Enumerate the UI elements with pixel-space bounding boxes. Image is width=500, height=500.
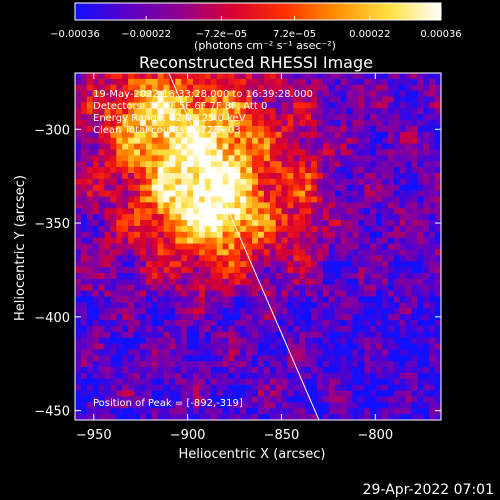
peak-position-label: Position of Peak = [-892,-319] [93, 398, 243, 409]
plot-area: 19-May-2022 16:33:28.000 to 16:39:28.000… [75, 73, 441, 420]
y-axis-label: Heliocentric Y (arcsec) [13, 175, 28, 321]
x-axis-label: Heliocentric X (arcsec) [179, 447, 326, 462]
chart-title: Reconstructed RHESSI Image [139, 53, 373, 72]
colorbar-tick-label: −0.00036 [50, 29, 100, 40]
colorbar-tick-label: 0.00036 [420, 29, 461, 40]
y-tick-label: −450 [34, 405, 70, 420]
colorbar: −0.00036 −0.00022 −7.2e−05 7.2e−05 0.00022 0.… [50, 2, 462, 40]
x-tick-label: −950 [76, 428, 112, 443]
footer-date: 29-Apr-2022 07:01 [362, 482, 494, 498]
annotation-line: Energy Range: 12.0 - 25.0 keV [93, 113, 246, 124]
colorbar-tick-label: −0.00022 [121, 29, 171, 40]
colorbar-units: (photons cm⁻² s⁻¹ asec⁻²) [194, 39, 336, 52]
annotation-line: Detectors: 3F 4F 5F 6F 7F 8F, Att 0 [93, 101, 267, 112]
heatmap-image [75, 73, 441, 420]
annotation-line: 19-May-2022 16:33:28.000 to 16:39:28.000 [93, 89, 313, 100]
colorbar-bar [74, 2, 442, 21]
colorbar-tick-label: 0.00022 [349, 29, 390, 40]
y-tick-label: −350 [34, 217, 70, 232]
colorbar-tick-label: 7.2e−05 [273, 29, 316, 40]
colorbar-tick-label: −7.2e−05 [196, 29, 248, 40]
limb-line [168, 73, 320, 420]
axes: −950 −900 −850 −800 −300 −350 −400 −450 [34, 72, 442, 443]
x-tick-label: −900 [170, 428, 206, 443]
y-tick-label: −400 [34, 311, 70, 326]
x-tick-label: −800 [357, 428, 393, 443]
x-tick-label: −850 [264, 428, 300, 443]
annotation-line: Clean Total counts: 4.72E+03 [93, 125, 241, 136]
plot-frame [74, 72, 442, 421]
y-tick-label: −300 [34, 123, 70, 138]
